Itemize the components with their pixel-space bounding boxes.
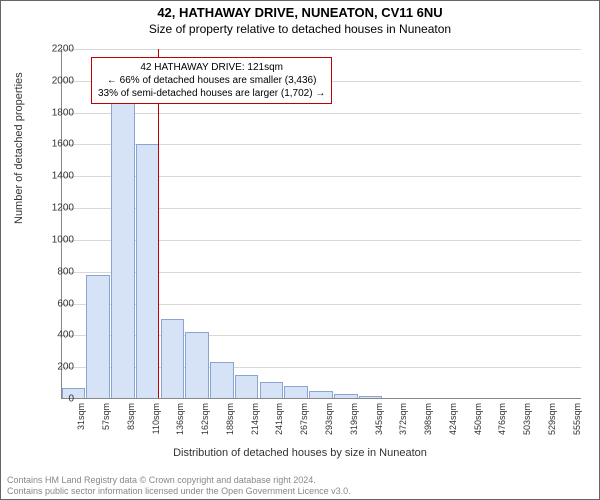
x-tick-label: 83sqm (126, 403, 136, 443)
y-tick-label: 1400 (52, 171, 74, 182)
gridline (61, 113, 581, 114)
histogram-bar (260, 382, 284, 400)
plot-area: 42 HATHAWAY DRIVE: 121sqm← 66% of detach… (61, 49, 581, 399)
histogram-bar (111, 102, 135, 400)
y-tick-label: 1800 (52, 107, 74, 118)
x-tick-label: 188sqm (225, 403, 235, 443)
x-tick-label: 110sqm (151, 403, 161, 443)
footer-line-2: Contains public sector information licen… (7, 486, 351, 497)
x-tick-label: 345sqm (374, 403, 384, 443)
x-tick-label: 162sqm (200, 403, 210, 443)
x-tick-label: 214sqm (250, 403, 260, 443)
histogram-bar (161, 319, 185, 399)
histogram-bar (185, 332, 209, 399)
y-axis-label: Number of detached properties (13, 72, 25, 224)
annotation-line-2: ← 66% of detached houses are smaller (3,… (98, 74, 325, 87)
x-tick-label: 529sqm (547, 403, 557, 443)
x-axis-line (61, 398, 581, 399)
histogram-bar (86, 275, 110, 399)
y-axis-line (61, 49, 62, 399)
footer-attribution: Contains HM Land Registry data © Crown c… (7, 475, 351, 497)
chart-container: 42, HATHAWAY DRIVE, NUNEATON, CV11 6NU S… (0, 0, 600, 500)
x-tick-label: 476sqm (497, 403, 507, 443)
chart-subtitle: Size of property relative to detached ho… (1, 22, 599, 36)
histogram-bar (136, 144, 160, 399)
chart-title: 42, HATHAWAY DRIVE, NUNEATON, CV11 6NU (1, 5, 599, 20)
y-tick-label: 800 (57, 266, 74, 277)
x-tick-label: 267sqm (299, 403, 309, 443)
x-axis-label: Distribution of detached houses by size … (1, 447, 599, 459)
y-tick-label: 2000 (52, 75, 74, 86)
x-tick-label: 398sqm (423, 403, 433, 443)
histogram-bar (235, 375, 259, 399)
x-tick-label: 241sqm (274, 403, 284, 443)
x-tick-label: 136sqm (175, 403, 185, 443)
x-tick-label: 424sqm (448, 403, 458, 443)
x-tick-label: 293sqm (324, 403, 334, 443)
y-tick-label: 1000 (52, 234, 74, 245)
x-tick-label: 503sqm (522, 403, 532, 443)
y-tick-label: 600 (57, 298, 74, 309)
y-tick-label: 1600 (52, 139, 74, 150)
x-tick-label: 372sqm (398, 403, 408, 443)
histogram-bar (210, 362, 234, 399)
y-tick-label: 0 (68, 394, 74, 405)
annotation-callout: 42 HATHAWAY DRIVE: 121sqm← 66% of detach… (91, 57, 332, 104)
annotation-line-1: 42 HATHAWAY DRIVE: 121sqm (98, 61, 325, 74)
x-tick-label: 555sqm (572, 403, 582, 443)
y-tick-label: 400 (57, 330, 74, 341)
x-tick-label: 450sqm (473, 403, 483, 443)
footer-line-1: Contains HM Land Registry data © Crown c… (7, 475, 351, 486)
gridline (61, 49, 581, 50)
y-tick-label: 200 (57, 362, 74, 373)
annotation-line-3: 33% of semi-detached houses are larger (… (98, 87, 325, 100)
y-tick-label: 2200 (52, 44, 74, 55)
y-tick-label: 1200 (52, 203, 74, 214)
x-tick-label: 57sqm (101, 403, 111, 443)
x-tick-label: 31sqm (76, 403, 86, 443)
x-tick-label: 319sqm (349, 403, 359, 443)
